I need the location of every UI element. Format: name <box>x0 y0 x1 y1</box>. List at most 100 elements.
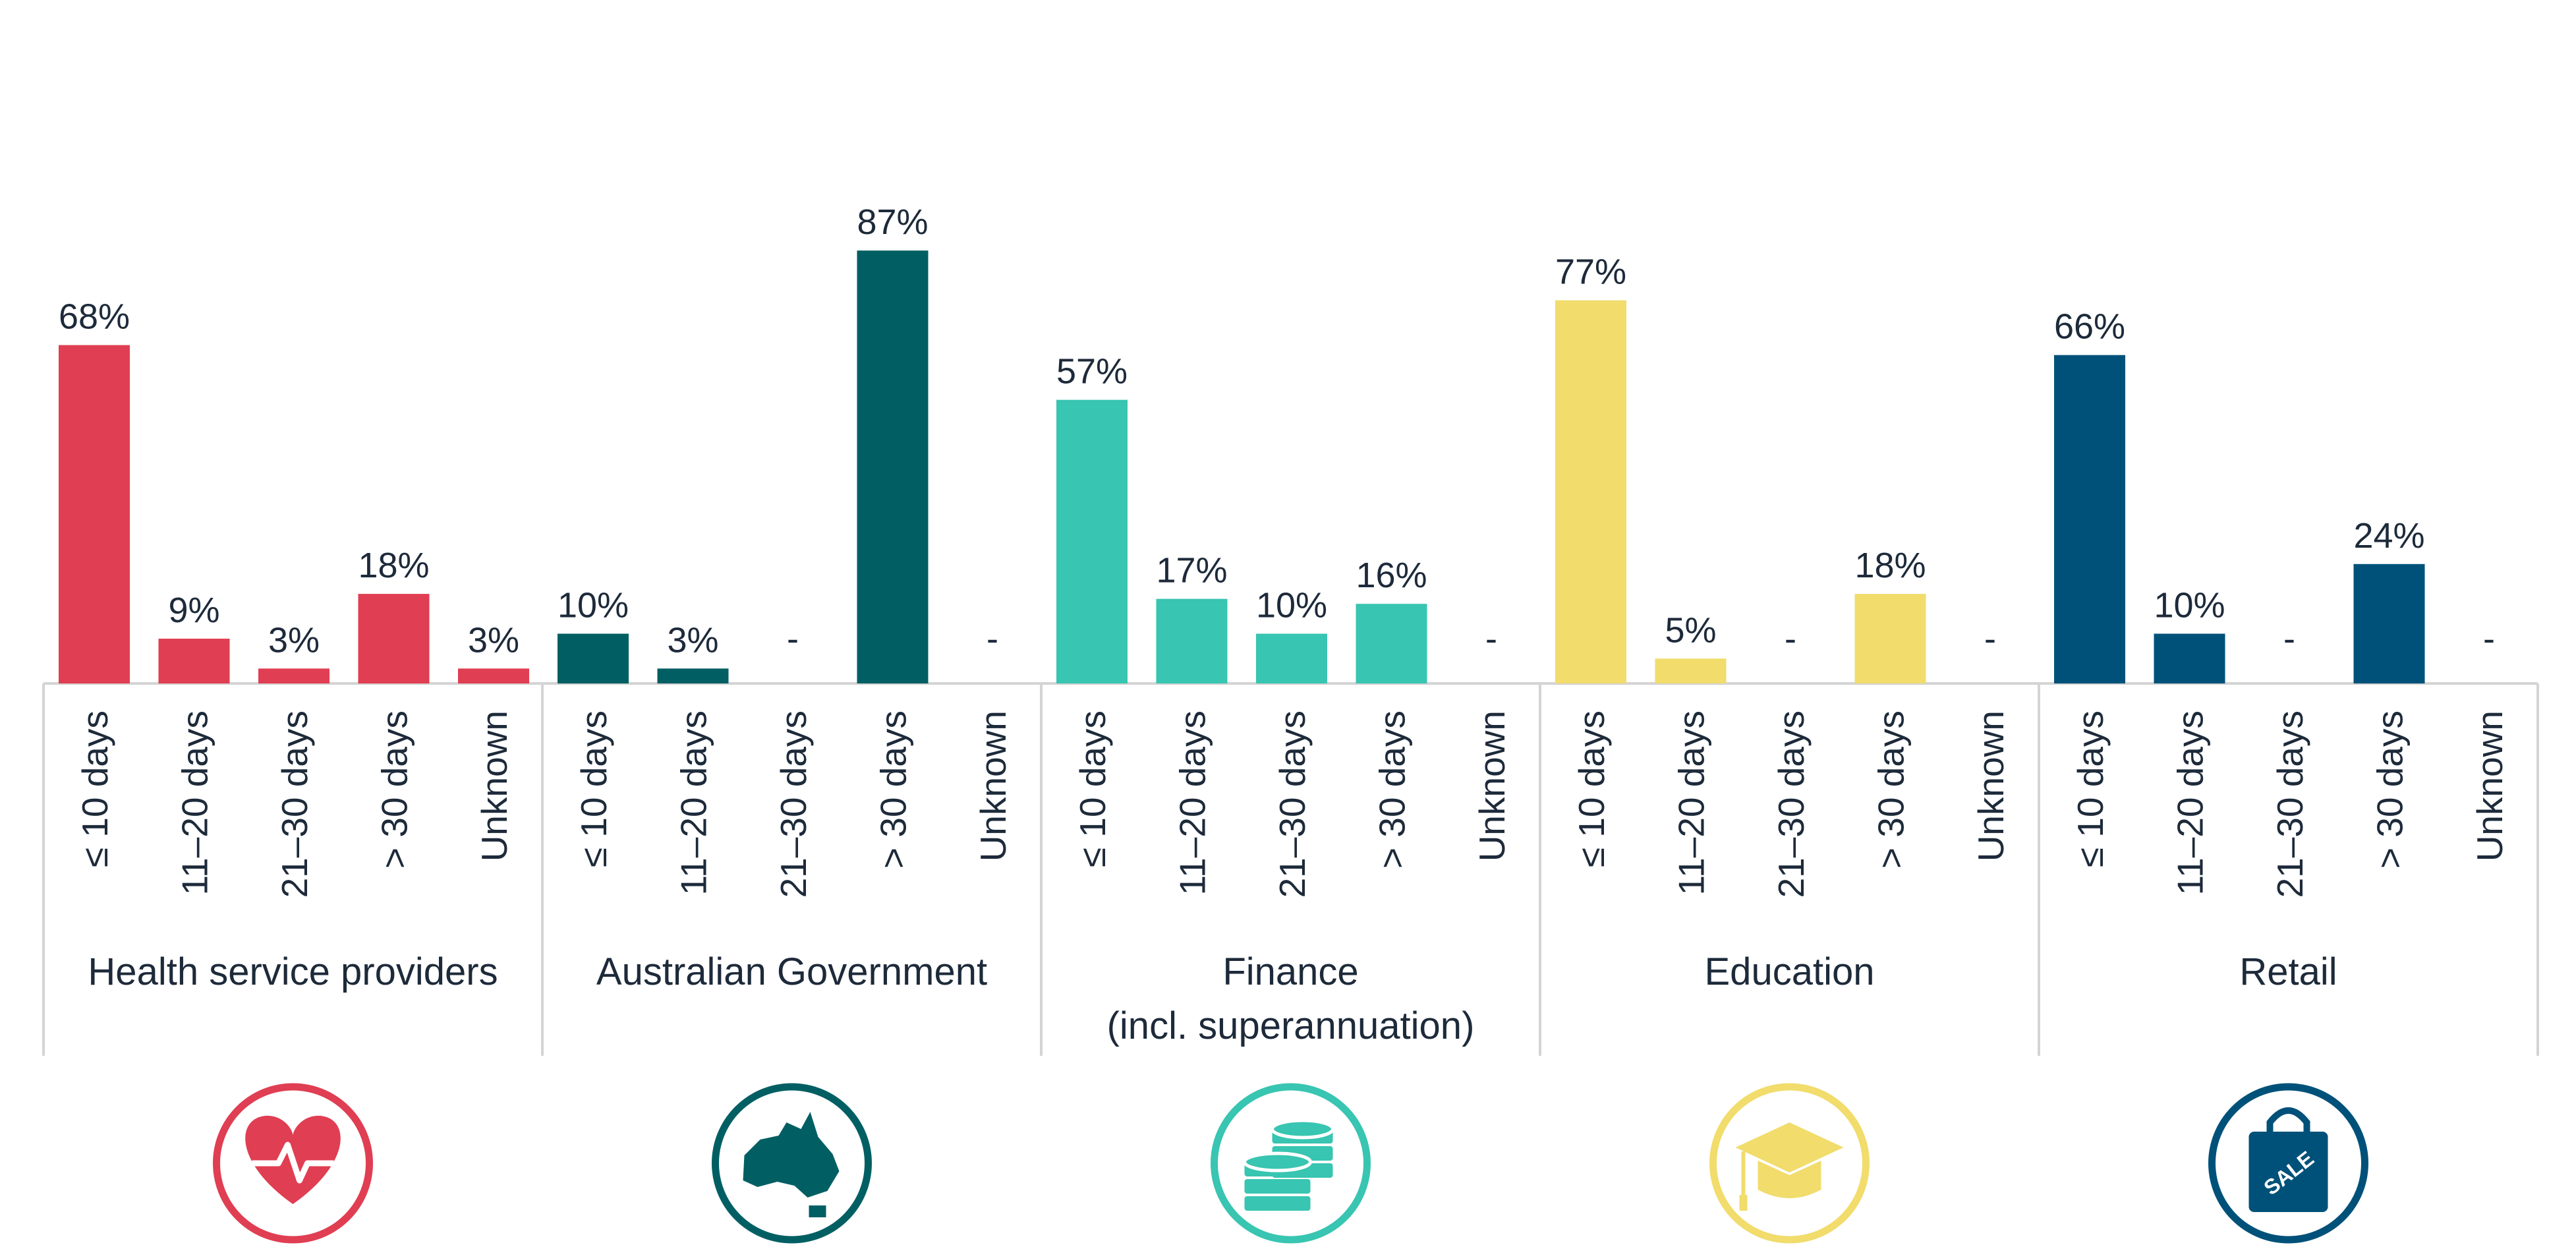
coin-body <box>1244 1196 1311 1211</box>
tick-label: 11–20 days <box>175 710 215 895</box>
bar-health-service-providers-10-days <box>59 345 130 683</box>
data-label: - <box>787 619 799 658</box>
data-label: - <box>2483 619 2495 658</box>
tick-label: Unknown <box>474 710 515 861</box>
group-label: Education <box>1705 950 1875 993</box>
bar-australian-government-10-days <box>558 633 629 683</box>
bar-retail-11-20-days <box>2154 633 2225 683</box>
tick-label: 11–20 days <box>1671 710 1712 895</box>
cap-board <box>1735 1122 1844 1173</box>
icon-ring <box>2208 1083 2368 1244</box>
pulse-line <box>252 1142 334 1184</box>
tick-label: ≤ 10 days <box>74 710 115 867</box>
bar-australian-government-30-days <box>857 250 929 683</box>
data-label: - <box>1485 619 1497 658</box>
tick-label: 21–30 days <box>773 710 814 898</box>
group-label: Health service providers <box>88 950 498 993</box>
tick-label: 11–20 days <box>2170 710 2211 895</box>
data-label: 16% <box>1356 556 1427 595</box>
heart-pulse-icon <box>213 1083 373 1244</box>
data-label: 18% <box>1854 546 1926 585</box>
data-label: 10% <box>2154 586 2225 625</box>
group-health-service-providers: 68% ≤ 10 days 9% 11–20 days 3% 21–30 days 18% >… <box>59 297 529 1244</box>
coin-top <box>1243 1151 1312 1173</box>
data-label: 57% <box>1056 352 1128 391</box>
tick-label: > 30 days <box>1871 710 1912 869</box>
coin-body <box>1244 1179 1311 1194</box>
bar-education-11-20-days <box>1655 658 1727 683</box>
tick-label: 11–20 days <box>673 710 714 895</box>
group-australian-government: 10% ≤ 10 days 3% 11–20 days - 21–30 days 87% > … <box>558 202 1014 1244</box>
icon-ring <box>1709 1083 1870 1244</box>
tick-label: Unknown <box>1970 710 2011 861</box>
group-label: (incl. superannuation) <box>1107 1004 1475 1047</box>
bar-finance-incl-superannuation-11-20-days <box>1156 598 1228 683</box>
tick-label: 21–30 days <box>274 710 315 898</box>
tick-label: ≤ 10 days <box>1072 710 1113 867</box>
tick-label: ≤ 10 days <box>573 710 614 867</box>
tick-label: 11–20 days <box>1172 710 1213 895</box>
data-label: 77% <box>1555 252 1626 292</box>
tick-label: ≤ 10 days <box>2070 710 2111 867</box>
group-label: Retail <box>2239 950 2337 993</box>
bag-body <box>2248 1132 2328 1212</box>
icon-ring <box>1211 1083 1371 1244</box>
tick-label: > 30 days <box>2370 710 2411 869</box>
coin-top <box>1271 1118 1334 1140</box>
tick-label: 21–30 days <box>1771 710 1812 898</box>
cap-tassel-end <box>1739 1195 1748 1211</box>
data-label: 5% <box>1665 610 1716 650</box>
data-label: - <box>1785 619 1796 658</box>
data-label: 3% <box>268 620 320 660</box>
bar-education-10-days <box>1555 300 1626 683</box>
bar-finance-incl-superannuation-30-days <box>1356 604 1427 683</box>
data-label: 3% <box>667 620 718 660</box>
bar-finance-incl-superannuation-21-30-days <box>1256 633 1327 683</box>
tick-label: Unknown <box>1472 710 1512 861</box>
tick-label: ≤ 10 days <box>1571 710 1612 867</box>
tick-label: > 30 days <box>374 710 415 869</box>
data-label: 10% <box>558 586 629 625</box>
bar-health-service-providers-21-30-days <box>258 668 329 683</box>
data-label: 24% <box>2353 516 2424 556</box>
data-label: 3% <box>468 620 519 660</box>
data-label: 68% <box>59 297 130 337</box>
data-label: 9% <box>168 591 219 630</box>
tick-label: 21–30 days <box>1272 710 1313 898</box>
group-label: Australian Government <box>596 950 987 993</box>
data-label: - <box>2283 619 2295 658</box>
data-label: - <box>987 619 998 658</box>
group-label: Finance <box>1222 950 1358 993</box>
bar-health-service-providers-unknown <box>458 668 529 683</box>
tick-label: Unknown <box>2469 710 2510 861</box>
data-label: 18% <box>358 546 429 585</box>
data-label: 87% <box>857 202 928 242</box>
bar-australian-government-11-20-days <box>657 668 729 683</box>
cap-base <box>1758 1161 1821 1198</box>
australia-shape <box>743 1112 840 1198</box>
data-label: 17% <box>1156 551 1227 591</box>
tick-label: > 30 days <box>1372 710 1413 869</box>
bag-handle <box>2266 1107 2310 1136</box>
bar-education-30-days <box>1854 594 1926 683</box>
data-label: 66% <box>2054 307 2125 347</box>
coins-icon <box>1211 1083 1371 1244</box>
graduation-cap-icon <box>1709 1083 1870 1244</box>
icon-ring <box>712 1083 872 1244</box>
data-label: 10% <box>1256 586 1327 625</box>
bar-retail-30-days <box>2353 564 2425 683</box>
tick-label: > 30 days <box>873 710 914 869</box>
icon-ring <box>213 1083 373 1244</box>
tasmania-shape <box>809 1205 826 1217</box>
bar-health-service-providers-30-days <box>358 594 430 683</box>
bar-health-service-providers-11-20-days <box>158 639 230 683</box>
group-finance-incl-superannuation: 57% ≤ 10 days 17% 11–20 days 10% 21–30 days 16… <box>1056 352 1512 1244</box>
tick-label: 21–30 days <box>2270 710 2310 898</box>
tick-label: Unknown <box>973 710 1014 861</box>
data-label: - <box>1984 619 1996 658</box>
bar-finance-incl-superannuation-10-days <box>1056 399 1128 683</box>
shopping-bag-sale-icon: SALE <box>2208 1083 2368 1244</box>
group-retail: 66% ≤ 10 days 10% 11–20 days - 21–30 days 24% >… <box>2054 307 2510 1244</box>
australia-map-icon <box>712 1083 872 1244</box>
